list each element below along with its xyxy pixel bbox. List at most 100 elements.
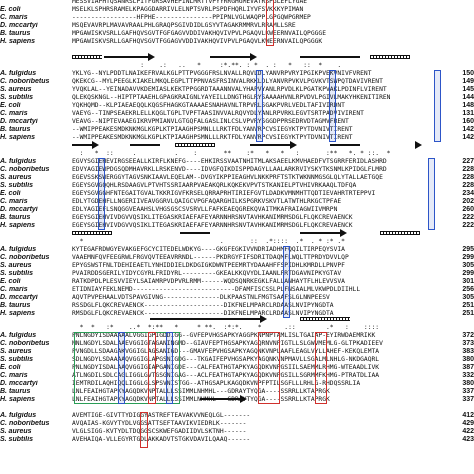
alignment-row: C. maris -----------------HFPHE----------… bbox=[0, 14, 474, 22]
alignment-row: E. coli MSELKLSPHRSRAMELKPAGGDARRIVLELNPT… bbox=[0, 6, 474, 14]
sequence: AVEMTIGE-GIVTTYDIGGYASTREFTEAVAKVVNEQLGL… bbox=[72, 412, 251, 419]
species-name: C. maris bbox=[0, 286, 28, 293]
residue-number: 131 bbox=[462, 110, 474, 117]
alignment-row: H. sapiens RMSDGLFLQKCREVAENCK-----------… bbox=[0, 310, 474, 318]
alignment-row: S. subtilis PVAIRDDSGERILYIDYCGYRLFRIDYRL… bbox=[0, 270, 474, 278]
residue-number: 422 bbox=[462, 428, 474, 435]
strand-arrow-icon bbox=[148, 53, 155, 61]
species-name: H. sapiens bbox=[0, 396, 36, 403]
sequence: AVEHAIQA-VLLEGYRTGDLAKKADVTSTGKVDAVILQAA… bbox=[72, 436, 251, 443]
alignment-row: E. coli YQKHQMD--KLPIAEAEQQLKQGSFHAGKGTAA… bbox=[0, 102, 474, 110]
residue-number: 256 bbox=[462, 286, 474, 293]
species-name: S. aureus bbox=[0, 262, 32, 269]
residue-number: 337 bbox=[462, 396, 474, 403]
alignment-row: E. coli PNLNGDYISDALAAQVGGIGIAPGANIGDE---… bbox=[0, 364, 474, 372]
alignment-row: S. subtilis SDLNGDYLSDAAAAQVGGIGLAPGSNIGD… bbox=[0, 356, 474, 364]
sequence: AQVTPVPEHAALVDTSPAVGIVNG---------------D… bbox=[72, 294, 330, 301]
residue-number: 144 bbox=[462, 94, 474, 101]
sequence: EDVYAGIEWPDGSQDMHAVRKLLRSKENVD----IDVGFQ… bbox=[72, 166, 387, 173]
residue-number: 202 bbox=[462, 198, 474, 205]
sequence: RMSDGLFLQKCREVAENCK---------------------… bbox=[72, 310, 334, 317]
helix-coil bbox=[300, 317, 350, 321]
species-name: H. sapiens bbox=[0, 222, 36, 229]
sequence: YVQKLAL--YEINADAVVKDEMIASLKEKTPPGGRDTAAA… bbox=[72, 86, 387, 93]
alignment-row: S. aureus PVNGDLLSDAAGAKVGGIGLAGSANIGD---… bbox=[0, 348, 474, 356]
residue-number: 160 bbox=[462, 118, 474, 125]
alignment-row: C. maris VAEYG--TINPSEAEKRLELLKQGLTGPLTVP… bbox=[0, 110, 474, 118]
sequence: --WMIPPEAKESMDKNKMGLKGPLKTPIAAGHPSMNLLLR… bbox=[72, 126, 353, 133]
alignment-row: S. aureus EGEVSSKSWERGGYTAGVSNKIAAVLEQELA… bbox=[0, 174, 474, 182]
sequence: MSQEVAVRPLMAVAVRAALPHLGRAQPSGIVDIDLGSYVT… bbox=[72, 22, 296, 29]
sequence: VAEYG--TINPSEAEKRLELLKQGLTGPLTVPFTAASINV… bbox=[72, 110, 364, 117]
species-name: E. coli bbox=[0, 190, 21, 197]
strand-bar bbox=[300, 56, 360, 58]
alignment-row: H. sapiens MPGAWISKVSRLLGAFHQVSGVTFGGAGVV… bbox=[0, 38, 474, 46]
residue-number: 299 bbox=[462, 254, 474, 261]
species-name: D. mccartyi bbox=[0, 206, 38, 213]
residue-number: 301 bbox=[462, 278, 474, 285]
strand-arrow-icon bbox=[415, 141, 422, 149]
sequence: EGEVSSKSWERGGYTAGVSNKIAAVLEQELAM--DVGYIK… bbox=[72, 174, 383, 181]
species-name: S. subtilis bbox=[0, 270, 34, 277]
species-name: C. maris bbox=[0, 14, 28, 21]
strand-bar bbox=[72, 144, 92, 146]
alignment-row: D. mccartyi IEMTRDILAQHIQQLIGGLGLSPSVNIST… bbox=[0, 380, 474, 388]
consensus-line: * * :* ..* *:** * * **. :*:*. * .:: .* :… bbox=[72, 324, 380, 331]
sequence: ETIDNIAYFEKLNEMD------------------------… bbox=[72, 286, 361, 293]
species-name: C. maris bbox=[0, 372, 28, 379]
strand-bar bbox=[150, 318, 260, 320]
alignment-row: C. noboribetus AVQAIAS-KGVYTYDLVGGSATTSEF… bbox=[0, 420, 474, 428]
residue-number: 299 bbox=[462, 270, 474, 277]
alignment-row: C. noboribetus MNLNGDYLSDALAAEVGGIGTAGANI… bbox=[0, 340, 474, 348]
residue-number: 260 bbox=[462, 206, 474, 213]
secondary-structure-track bbox=[0, 315, 474, 323]
alignment-row: C. noboribetus QKEKCG--MYLPEEGLKIAKELMKQL… bbox=[0, 78, 474, 86]
sequence: MSELKLSPHRSRAMELKPAGGDARRIVLELNPTSVRLPSP… bbox=[72, 6, 304, 13]
sequence: IEMTRDILAQHIQQLIGGLGLSPSVNISTGG--ATHGSAP… bbox=[72, 380, 361, 387]
residue-number: 372 bbox=[462, 332, 474, 339]
sequence: VLGLSIGG-KVTYDLTDQGGSCSKWEFGADIIDVLSKTNH… bbox=[72, 428, 247, 435]
species-name: S. subtilis bbox=[0, 356, 34, 363]
species-name: C. noboribetus bbox=[0, 254, 50, 261]
sequence: MPGAWISKVSRLLGAFHQVSGVTFGGAGVVDDIVAKHQVI… bbox=[72, 38, 323, 45]
secondary-structure-track bbox=[0, 229, 474, 237]
consensus-line: : .: .. * :*.**. : * . : * :: * . bbox=[72, 62, 342, 69]
strand-arrow-icon bbox=[92, 141, 99, 149]
consensus-line: : * :: . . : ** :* * * : :** *. * ::. * bbox=[72, 150, 391, 157]
residue-number: 222 bbox=[462, 222, 474, 229]
sequence: EGEYSGVGQQHLRSDAAGVLPTVHTSSRIAARPVAEAKQR… bbox=[72, 182, 357, 189]
sequence: EGEYSGIEHVIVDGVVQSIKLITEGASKRIAEFAFEYARN… bbox=[72, 214, 353, 221]
sequence: KYTEGAFRDWGYEVAKGEFGCYCITEDELWDKYG----GK… bbox=[72, 246, 345, 253]
alignment-row: A. fulgidus EGVYSGIEHEVIRGSEEALLKIRFLKNEF… bbox=[0, 158, 474, 166]
alignment-row: C. maris ATLNGDILSDLCAGLIGGLGVTGSGNIGAG--… bbox=[0, 372, 474, 380]
alignment-row: D. mccartyi MSQEVAVRPLMAVAVRAALPHLGRAQPSG… bbox=[0, 22, 474, 30]
sequence: AVQAIAS-KGVYTYDLVGGSATTSEFTAAVIKVIEDRLK-… bbox=[72, 420, 247, 427]
sequence: PVAIRDDSGERILYIDYCGYRLFRIDYRL---------GK… bbox=[72, 270, 342, 277]
species-name: B. taurus bbox=[0, 30, 31, 37]
sequence: EDLYAGIEFLSNQGGVEAAHSLVHGSGSCSVSRVLLFAFK… bbox=[72, 206, 338, 213]
species-name: C. noboribetus bbox=[0, 420, 50, 427]
alignment-row: C. maris EDLYTGDEHFLLNGERIIVEAVGGRVLQAIGC… bbox=[0, 198, 474, 206]
species-name: E. coli bbox=[0, 6, 21, 13]
residue-number: 380 bbox=[462, 356, 474, 363]
species-name: C. maris bbox=[0, 198, 28, 205]
residue-number: 234 bbox=[462, 190, 474, 197]
alignment-row: A. fulgidus AVEMTIGE-GIVTTYDIGGYASTREFTEA… bbox=[0, 412, 474, 420]
alignment-row: S. aureus YVQKLAL--YEINADAVVKDEMIASLKEKTP… bbox=[0, 86, 474, 94]
strand-bar bbox=[300, 232, 340, 234]
species-name: D. mccartyi bbox=[0, 118, 38, 125]
strand-bar bbox=[210, 56, 250, 58]
sequence: PVNGDLLSDAAGAKVGGIGLAGSANIGD---GMAVFEPVH… bbox=[72, 348, 380, 355]
species-name: D. mccartyi bbox=[0, 22, 38, 29]
alignment-row: B. taurus --WMIPPEAKESMDKNKMGLKGPLKTPIAAG… bbox=[0, 126, 474, 134]
strand-arrow-icon bbox=[250, 53, 257, 61]
alignment-row: S. subtilis AVEHAIQA-VLLEGYRTGDLAKKADVTST… bbox=[0, 436, 474, 444]
alignment-row: D. mccartyi EDLYAGIEFLSNQGGVEAAHSLVHGSGSC… bbox=[0, 206, 474, 214]
sequence: -----------------HFPHE---------------PPI… bbox=[72, 14, 311, 21]
secondary-structure-track bbox=[0, 141, 474, 149]
residue-number: 412 bbox=[462, 412, 474, 419]
strand-bar bbox=[330, 144, 360, 146]
residue-number: 148 bbox=[462, 102, 474, 109]
sequence: ATLNGDILSDLCAGLIGGLGVTGSGNIGAG---ACLFEAT… bbox=[72, 372, 380, 379]
sequence: QLEKQSKNGL--HIPTPTAAEHLGPAGKRAIGNLYAYEIL… bbox=[72, 94, 391, 101]
